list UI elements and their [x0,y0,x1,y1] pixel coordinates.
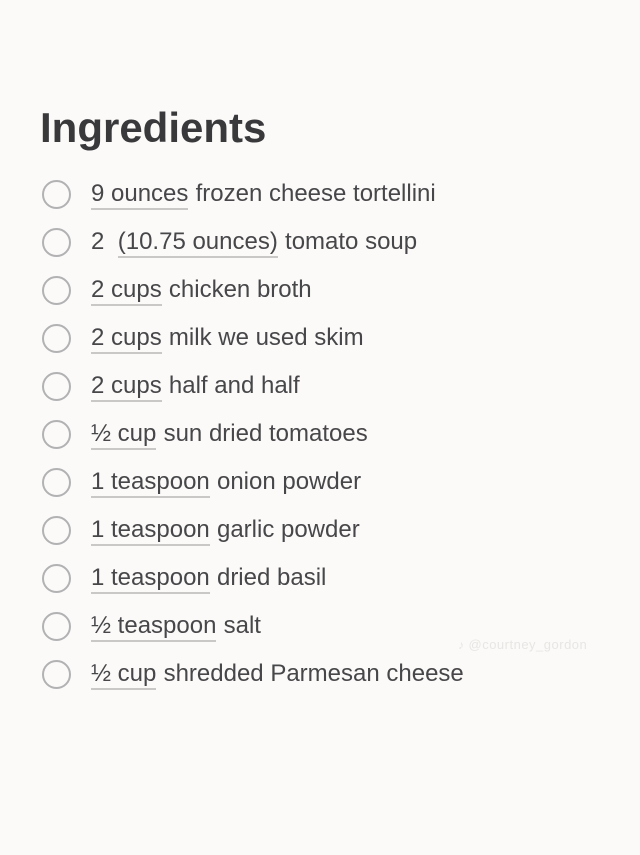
ingredient-text: 1 teaspoon dried basil [91,564,327,594]
ingredient-prefix: 2 [91,228,112,255]
ingredient-checkbox[interactable] [42,323,71,353]
ingredient-text: 9 ounces frozen cheese tortellini [91,180,436,210]
ingredient-text: 1 teaspoon onion powder [91,468,362,498]
ingredient-name: half and half [168,372,300,399]
ingredient-row: 1 teaspoon dried basil [40,554,610,602]
ingredient-row: 2 cups milk we used skim [40,314,610,362]
ingredient-quantity-link[interactable]: 1 teaspoon [91,516,210,546]
ingredient-text: ½ cup sun dried tomatoes [91,420,368,450]
ingredient-name: salt [223,612,261,639]
ingredient-row: 2 cups half and half [40,362,610,410]
ingredient-quantity-link[interactable]: 2 cups [91,324,162,354]
ingredient-row: 2 cups chicken broth [40,266,610,314]
ingredient-text: ½ cup shredded Parmesan cheese [91,660,464,690]
ingredient-name: frozen cheese tortellini [195,180,436,207]
ingredient-row: ½ cup shredded Parmesan cheese [40,650,610,698]
ingredient-quantity-link[interactable]: 9 ounces [91,180,189,210]
page-title: Ingredients [40,104,267,151]
music-note-icon: ♪ [458,638,465,652]
ingredient-checkbox[interactable] [42,227,71,257]
ingredient-name: tomato soup [285,228,418,255]
watermark-handle: @courtney_gordon [468,637,588,652]
ingredient-name: garlic powder [216,516,360,543]
ingredient-quantity-link[interactable]: 1 teaspoon [91,564,210,594]
ingredient-quantity-link[interactable]: 2 cups [91,276,162,306]
ingredient-name: dried basil [216,564,327,591]
ingredient-name: onion powder [216,468,362,495]
ingredient-name: shredded Parmesan cheese [163,660,464,687]
ingredient-text: 2 cups half and half [91,372,300,402]
ingredient-checkbox[interactable] [42,419,71,449]
ingredient-row: 2 (10.75 ounces) tomato soup [40,218,610,266]
ingredient-row: ½ teaspoon salt [40,602,610,650]
ingredient-row: 9 ounces frozen cheese tortellini [40,170,610,218]
ingredient-row: 1 teaspoon garlic powder [40,506,610,554]
ingredient-name: chicken broth [168,276,312,303]
ingredient-checkbox[interactable] [42,515,71,545]
ingredient-quantity-link[interactable]: (10.75 ounces) [117,228,278,258]
ingredient-text: 2 cups chicken broth [91,276,312,306]
ingredient-text: 1 teaspoon garlic powder [91,516,360,546]
ingredient-checkbox[interactable] [42,611,71,641]
watermark: ♪ @courtney_gordon [458,637,587,652]
ingredient-text: 2 (10.75 ounces) tomato soup [91,228,418,258]
ingredient-name: milk we used skim [168,324,364,351]
ingredients-list: 9 ounces frozen cheese tortellini 2 (10.7… [40,170,610,698]
ingredient-quantity-link[interactable]: ½ cup [91,660,157,690]
ingredient-checkbox[interactable] [42,563,71,593]
ingredient-text: 2 cups milk we used skim [91,324,364,354]
ingredient-checkbox[interactable] [42,467,71,497]
ingredient-quantity-link[interactable]: ½ teaspoon [91,612,217,642]
ingredient-checkbox[interactable] [42,371,71,401]
ingredient-quantity-link[interactable]: ½ cup [91,420,157,450]
ingredient-name: sun dried tomatoes [163,420,368,447]
ingredient-row: 1 teaspoon onion powder [40,458,610,506]
ingredient-checkbox[interactable] [42,275,71,305]
ingredient-checkbox[interactable] [42,659,71,689]
ingredient-checkbox[interactable] [42,179,71,209]
ingredient-quantity-link[interactable]: 1 teaspoon [91,468,210,498]
ingredient-text: ½ teaspoon salt [91,612,261,642]
ingredient-row: ½ cup sun dried tomatoes [40,410,610,458]
ingredient-quantity-link[interactable]: 2 cups [91,372,162,402]
